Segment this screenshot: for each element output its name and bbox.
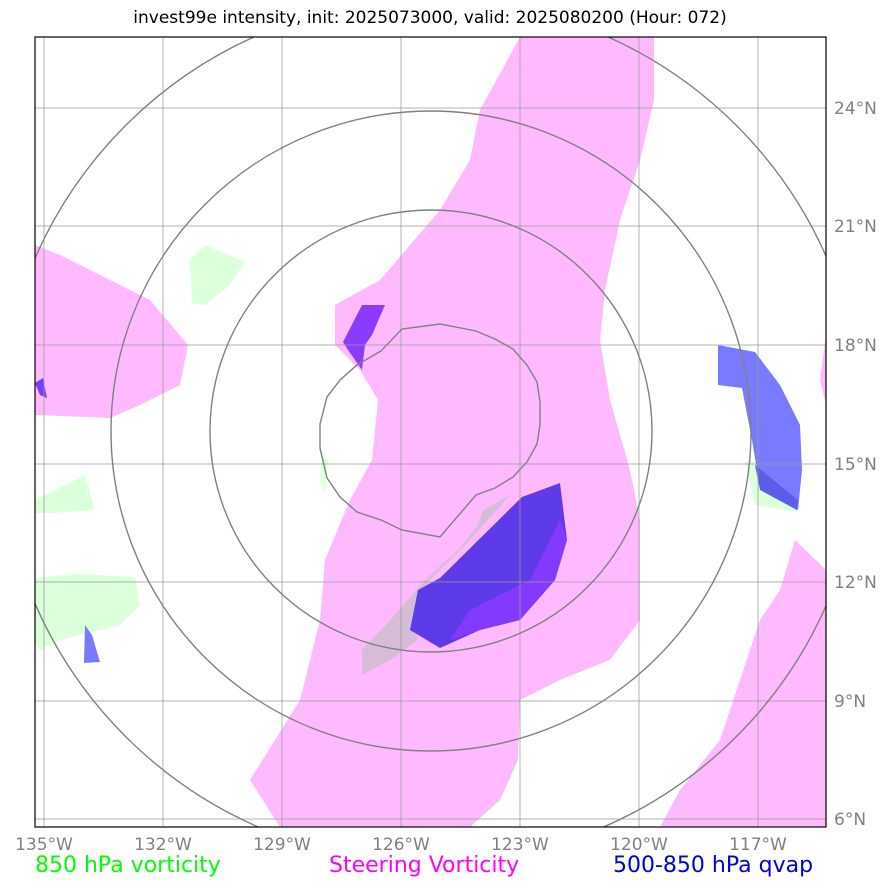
range-ring-1 [319,323,541,538]
lon-label: 132°W [134,835,192,855]
lat-label: 21°N [834,217,877,237]
lon-label: 126°W [372,835,430,855]
gridlines [35,37,826,827]
vorticity-850-patch-5 [320,455,328,492]
qvap-west-small [84,625,100,663]
map-fields [35,37,826,827]
lon-label: 120°W [610,835,668,855]
lat-label: 6°N [834,810,866,830]
range-rings [35,37,826,827]
overlap-grey [362,495,510,675]
map-frame [34,36,827,828]
steering-vorticity-southeast [660,540,826,827]
lat-label: 12°N [834,573,877,593]
legend-850-vorticity: 850 hPa vorticity [35,853,221,878]
qvap-north [343,305,385,370]
lon-label: 123°W [491,835,549,855]
lat-labels: 24°N 21°N 18°N 15°N 12°N 9°N 6°N [834,99,877,830]
legend-qvap: 500-850 hPa qvap [613,853,814,878]
lat-label: 18°N [834,336,877,356]
lat-label: 15°N [834,455,877,475]
vorticity-850-patch-2 [35,475,95,513]
lat-label: 24°N [834,99,877,119]
qvap-east-dark [755,465,798,510]
qvap-violet [450,520,567,640]
steering-vorticity-west [35,245,188,418]
range-ring-3 [110,110,752,752]
vorticity-850-patch-1 [190,245,245,305]
lat-label: 9°N [834,692,866,712]
lon-label: 117°W [729,835,787,855]
vorticity-850-patch-3 [35,574,140,650]
lon-label: 135°W [15,835,73,855]
range-ring-2 [209,209,653,653]
steering-vorticity-main [250,37,654,827]
plot-title: invest99e intensity, init: 2025073000, v… [133,8,727,28]
legend-steering-vorticity: Steering Vorticity [329,853,520,878]
lon-label: 129°W [253,835,311,855]
lon-labels: 135°W 132°W 129°W 126°W 123°W 120°W 117°… [15,835,787,855]
steering-vorticity-east-edge [820,335,826,405]
qvap-east [718,345,802,510]
